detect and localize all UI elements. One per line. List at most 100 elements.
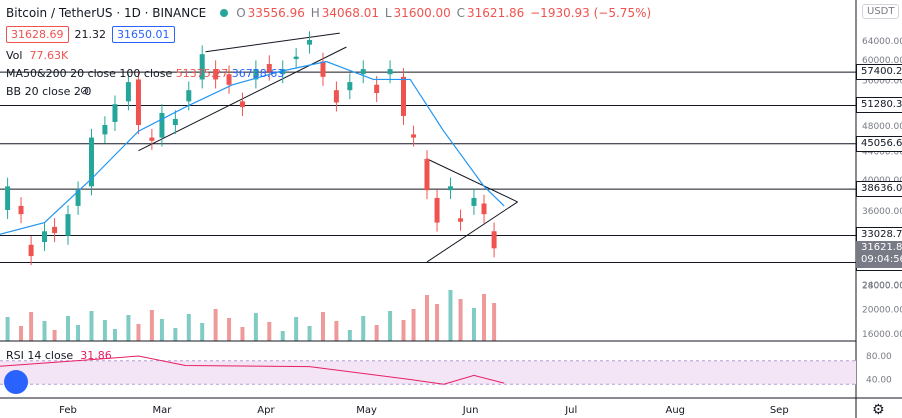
rsi-series-line	[0, 355, 505, 385]
price-tick-label: 48000.00	[862, 122, 902, 132]
price-tick-label: 44000.00	[862, 148, 902, 158]
volume-bar	[307, 326, 312, 341]
sell-button[interactable]: 31628.69	[6, 26, 69, 43]
candle-body	[239, 101, 245, 108]
candle-body	[226, 74, 232, 85]
candle-body	[491, 231, 497, 249]
volume-bar	[159, 319, 164, 341]
candle-body	[401, 76, 406, 116]
bb-legend[interactable]: BB 20 close 2 0	[6, 85, 92, 98]
buy-button[interactable]: 31650.01	[112, 26, 175, 43]
candle-body	[199, 54, 205, 80]
candle-body	[18, 205, 24, 215]
volume-bar	[52, 330, 57, 341]
candle-body	[481, 203, 487, 215]
price-tick-label: 64000.00	[862, 37, 902, 47]
time-tick-label: Jun	[462, 405, 479, 416]
candle-body	[88, 137, 94, 187]
ma-legend[interactable]: MA50&200 20 close 100 close 51375.27 367…	[6, 67, 285, 80]
trade-row: 31628.69 21.32 31650.01	[6, 26, 175, 43]
eye-off-icon[interactable]: ⊘	[80, 84, 90, 97]
level-price-label: 38636.04	[856, 181, 902, 198]
rsi-pane: 80.00 40.00	[0, 352, 892, 385]
settings-gear-icon[interactable]: ⚙	[872, 402, 885, 418]
volume-bar	[388, 311, 393, 341]
volume-bar	[435, 304, 440, 341]
candle-body	[387, 69, 393, 75]
volume-bar	[361, 316, 366, 341]
ma-line	[0, 60, 505, 235]
candle-body	[186, 90, 192, 102]
candle-body	[112, 104, 118, 122]
volume-bar	[112, 329, 117, 341]
volume-bar	[29, 312, 34, 341]
price-tick-label: 56000.00	[862, 76, 902, 86]
symbol-title[interactable]: Bitcoin / TetherUS · 1D · BINANCE	[6, 6, 207, 20]
candle-body	[333, 90, 339, 103]
price-tick-label: 60000.00	[862, 56, 902, 66]
volume-bar	[186, 314, 191, 341]
volume-bar	[66, 316, 70, 341]
trendline-triangle-upper	[426, 158, 518, 203]
rsi-tick-label: 80.00	[866, 352, 892, 362]
tradingview-logo-icon[interactable]	[4, 370, 28, 394]
candle-body	[149, 137, 155, 141]
candle-body	[159, 112, 165, 138]
volume-bar	[102, 320, 107, 341]
volume-bar	[411, 309, 416, 341]
volume-bar	[424, 295, 429, 341]
candle-body	[75, 190, 81, 206]
volume-bars	[5, 290, 497, 341]
rsi-band	[0, 360, 856, 385]
rsi-tick-label: 40.00	[866, 375, 892, 385]
currency-button[interactable]: USDT	[862, 4, 900, 19]
candle-countdown: 09:04:56	[861, 254, 902, 266]
volume-bar	[126, 315, 131, 341]
level-price-label: 51280.38	[856, 97, 902, 114]
volume-bar	[42, 321, 47, 341]
volume-bar	[471, 308, 476, 341]
volume-bar	[253, 313, 258, 341]
symbol-row: Bitcoin / TetherUS · 1D · BINANCE O 33556…	[6, 6, 653, 20]
level-price-label: 45056.63	[856, 135, 902, 152]
time-tick-label: Aug	[665, 405, 685, 416]
price-tick-label: 24000.00	[862, 281, 902, 291]
volume-bar	[267, 322, 272, 341]
candle-body	[213, 69, 219, 80]
candle-body	[42, 231, 48, 243]
volume-bar	[458, 299, 463, 341]
volume-bar	[136, 324, 141, 341]
candle-body	[172, 118, 178, 125]
time-axis: Feb Mar Apr May Jun Jul Aug Sep	[59, 405, 789, 416]
current-price-label: 31621.8609:04:56	[856, 241, 902, 269]
volume-bar	[347, 330, 352, 341]
time-tick-label: Sep	[770, 405, 789, 416]
candles	[5, 31, 497, 266]
price-tick-label: 28000.00	[862, 281, 902, 291]
candle-body	[447, 186, 453, 191]
candle-body	[374, 84, 380, 93]
trendline-triangle-lower	[426, 201, 518, 263]
time-tick-label: May	[356, 405, 377, 416]
volume-legend[interactable]: Vol 77.63K	[6, 49, 69, 62]
candle-body	[424, 158, 430, 191]
candle-body	[65, 214, 71, 236]
volume-bar	[213, 309, 218, 341]
current-price-value: 31621.86	[861, 242, 902, 254]
candle-body	[28, 244, 34, 257]
volume-bar	[89, 311, 94, 341]
candle-body	[52, 226, 58, 234]
status-dot-icon	[220, 9, 229, 17]
candle-body	[347, 82, 353, 91]
spread-value: 21.32	[74, 28, 107, 41]
candle-body	[5, 186, 11, 210]
candle-body	[307, 40, 313, 45]
time-tick-label: Mar	[153, 405, 173, 416]
price-tick-label: 40000.00	[862, 176, 902, 186]
price-tick-label: 36000.00	[862, 207, 902, 217]
time-tick-label: Jul	[564, 405, 577, 416]
candle-body	[253, 69, 259, 80]
rsi-legend[interactable]: RSI 14 close 31.86	[6, 349, 112, 362]
volume-bar	[482, 294, 487, 341]
